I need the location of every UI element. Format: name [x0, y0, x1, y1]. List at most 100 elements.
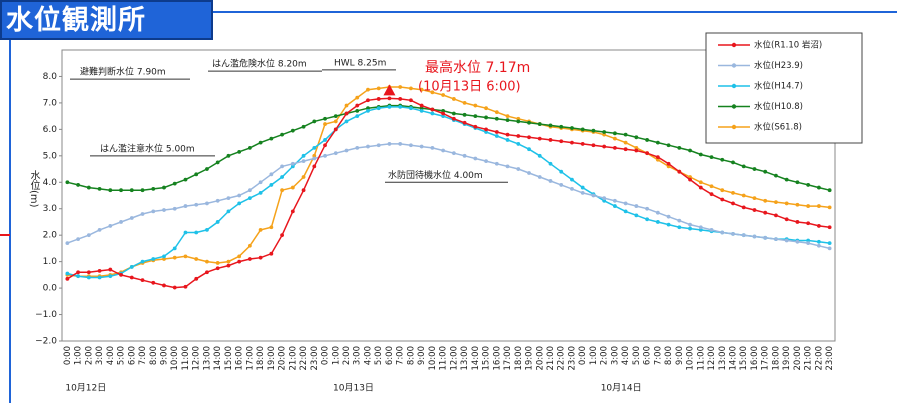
- series-point: [247, 243, 252, 248]
- header-title: 水位観測所: [0, 0, 213, 40]
- series-point: [634, 135, 639, 140]
- x-tick-label: 17:00: [761, 346, 771, 371]
- x-tick-label: 18:00: [771, 346, 781, 371]
- series-point: [108, 267, 113, 272]
- series-point: [151, 280, 156, 285]
- series-point: [430, 90, 435, 95]
- series-point: [698, 227, 703, 232]
- series-point: [441, 111, 446, 116]
- series-point: [129, 216, 134, 220]
- series-point: [129, 275, 134, 280]
- series-point: [827, 225, 832, 230]
- x-tick-label: 14:00: [213, 346, 223, 371]
- x-tick-label: 9:00: [675, 346, 685, 365]
- series-point: [76, 274, 81, 279]
- x-tick-label: 1:00: [74, 346, 84, 365]
- series-point: [205, 227, 209, 232]
- x-tick-label: 7:00: [396, 346, 406, 365]
- series-point: [666, 164, 671, 169]
- series-point: [774, 213, 778, 218]
- annotation-subtitle: (10月13日 6:00): [418, 80, 521, 95]
- y-tick-label: 4.0: [43, 178, 58, 188]
- series-point: [516, 167, 521, 171]
- series-point: [76, 270, 81, 275]
- series-point: [183, 204, 188, 208]
- series-point: [655, 157, 660, 162]
- series-point: [806, 183, 811, 187]
- x-tick-label: 23:00: [310, 346, 320, 371]
- series-point: [623, 132, 628, 137]
- series-point: [548, 138, 553, 142]
- series-point: [827, 188, 832, 193]
- series-point: [484, 106, 488, 111]
- series-point: [205, 201, 209, 206]
- series-point: [613, 136, 617, 141]
- series-point: [237, 254, 242, 259]
- series-point: [398, 85, 403, 89]
- series-point: [280, 233, 284, 238]
- series-point: [194, 230, 199, 235]
- series-point: [688, 226, 692, 231]
- date-label: 10月12日: [65, 383, 106, 394]
- series-point: [494, 134, 499, 138]
- y-tick-label: 7.0: [43, 98, 58, 108]
- series-point: [602, 132, 607, 137]
- x-tick-label: 5:00: [117, 346, 127, 365]
- reference-label: 避難判断水位 7.90m: [80, 66, 166, 78]
- series-point: [172, 285, 177, 290]
- series-point: [795, 239, 800, 244]
- series-point: [162, 254, 166, 259]
- series-point: [119, 220, 123, 224]
- series-point: [86, 270, 91, 275]
- series-point: [613, 198, 617, 203]
- y-tick-label: 8.0: [43, 72, 58, 82]
- series-line: [67, 97, 830, 289]
- series-point: [86, 275, 91, 280]
- series-point: [774, 173, 778, 178]
- series-point: [333, 114, 338, 119]
- series-point: [355, 103, 360, 108]
- series-point: [430, 107, 435, 112]
- series-point: [86, 233, 91, 238]
- series-point: [290, 209, 295, 214]
- series-point: [451, 116, 456, 121]
- x-tick-label: 22:00: [557, 346, 567, 371]
- series-point: [301, 188, 306, 193]
- series-point: [162, 185, 166, 190]
- x-tick-label: 3:00: [95, 346, 105, 365]
- series-point: [570, 140, 574, 145]
- series-point: [215, 266, 220, 271]
- legend-marker: [731, 83, 737, 89]
- series-point: [516, 134, 521, 138]
- series-point: [741, 205, 746, 210]
- series-point: [162, 283, 166, 288]
- series-point: [290, 185, 295, 190]
- series-point: [86, 185, 91, 190]
- series-point: [333, 127, 338, 132]
- series-point: [205, 167, 209, 171]
- series-point: [355, 95, 360, 100]
- x-tick-label: 6:00: [127, 346, 137, 365]
- y-tick-label: 2.0: [43, 231, 58, 241]
- series-point: [527, 120, 531, 125]
- x-tick-label: 7:00: [653, 346, 663, 365]
- legend-label: 水位(H14.7): [754, 81, 803, 92]
- series-point: [580, 127, 585, 132]
- x-tick-label: 20:00: [278, 346, 288, 371]
- series-point: [247, 145, 252, 150]
- series-point: [602, 198, 607, 203]
- x-tick-label: 18:00: [514, 346, 524, 371]
- series-point: [473, 114, 478, 119]
- x-tick-label: 13:00: [202, 346, 212, 371]
- series-point: [709, 227, 714, 232]
- series-point: [430, 145, 435, 150]
- series-point: [355, 108, 360, 113]
- series-point: [290, 164, 295, 169]
- x-tick-label: 13:00: [460, 346, 470, 371]
- x-tick-label: 17:00: [503, 346, 513, 371]
- series-point: [816, 243, 821, 248]
- series-point: [731, 231, 735, 236]
- series-point: [205, 259, 209, 264]
- series-point: [816, 204, 821, 208]
- series-point: [290, 161, 295, 166]
